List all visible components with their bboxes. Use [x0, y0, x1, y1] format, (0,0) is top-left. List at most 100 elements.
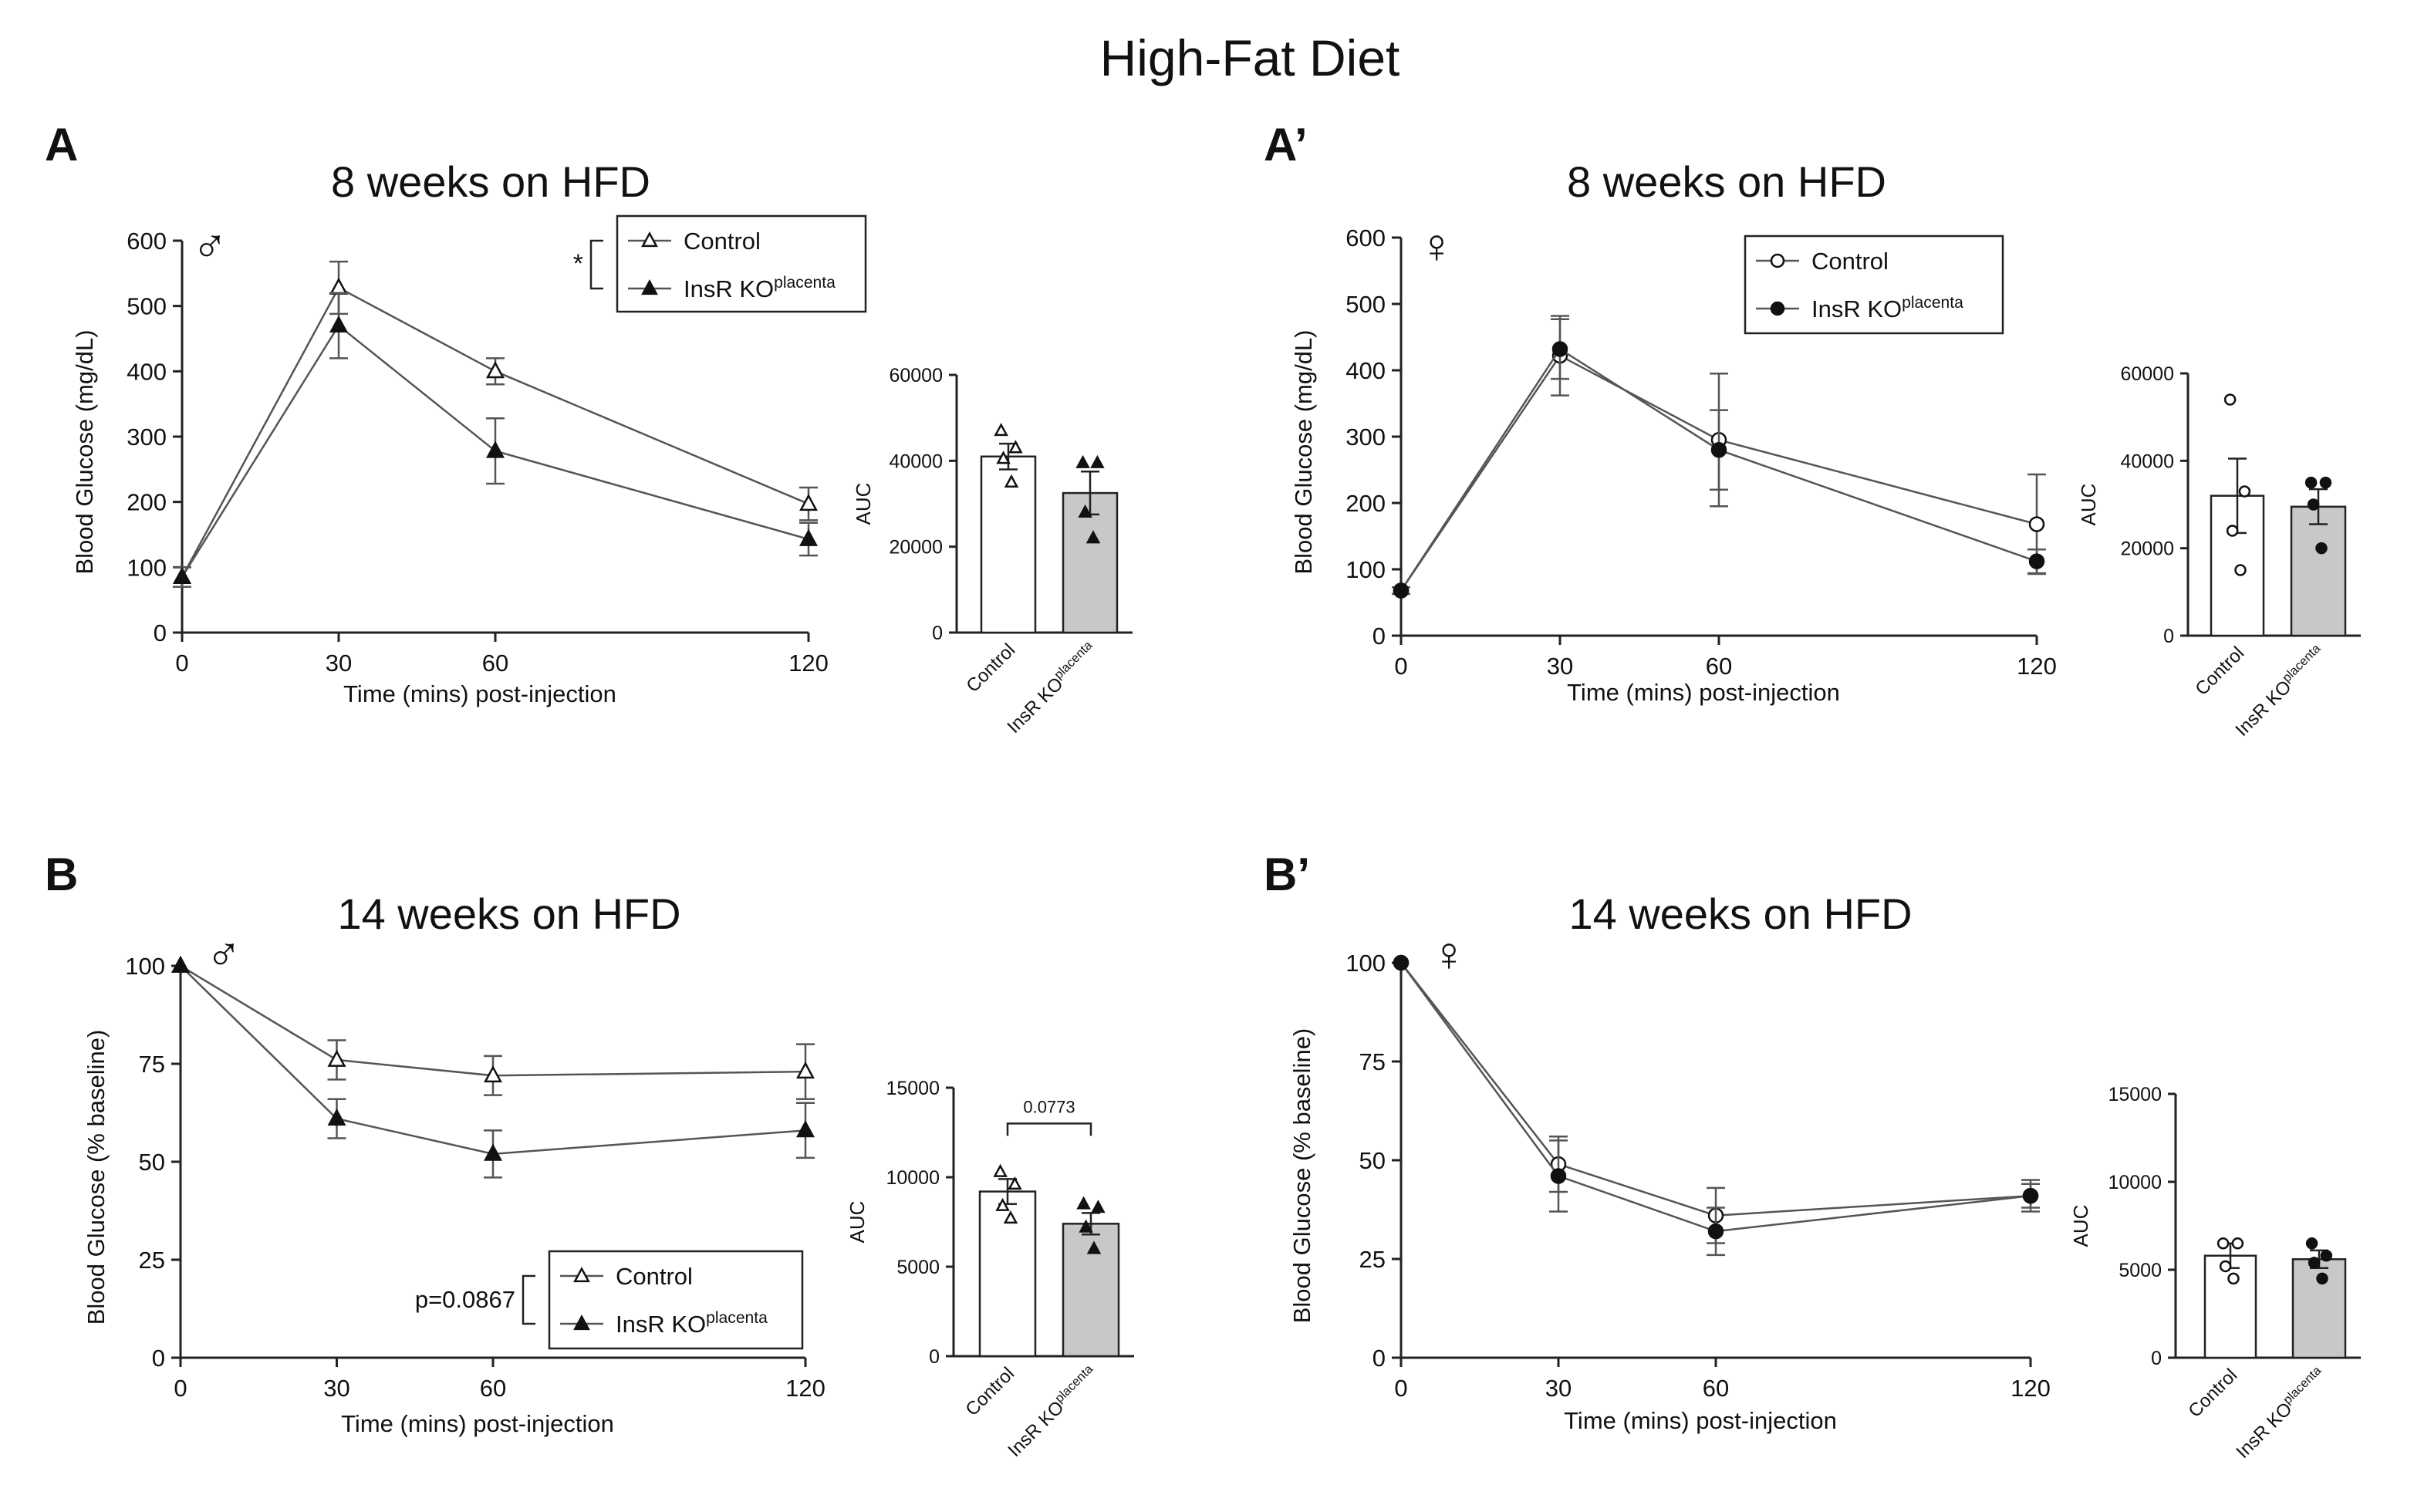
- y-axis-label: Blood Glucose (mg/dL): [71, 329, 98, 574]
- panel-label: A’: [1264, 119, 1308, 170]
- legend-label-sup: placenta: [706, 1309, 768, 1327]
- x-tick-label: 0: [175, 650, 188, 677]
- sex-symbol: ♂: [192, 220, 228, 273]
- series-line: [1400, 962, 2031, 1217]
- y-tick-label: 100: [1345, 556, 1386, 583]
- auc-data-point: [2308, 1257, 2321, 1269]
- legend: Control InsR KOplacenta p=0.0867: [415, 1250, 804, 1350]
- auc-y-tick-label: 0: [2151, 1348, 2162, 1369]
- series-insr-ko: [1393, 954, 2040, 1257]
- panel-label: B’: [1264, 849, 1310, 900]
- auc-bar-insr-ko: [1062, 1223, 1120, 1358]
- x-tick-label: 30: [1547, 653, 1573, 680]
- panel-label: B: [45, 849, 78, 900]
- legend-label-main: Control: [1811, 248, 1889, 275]
- auc-y-tick-label: 0: [2163, 626, 2174, 647]
- data-point: [799, 528, 818, 546]
- y-tick-label: 100: [1345, 950, 1386, 977]
- y-tick-label: 0: [1372, 1345, 1386, 1372]
- auc-data-point: [1079, 1219, 1093, 1233]
- y-tick-label: 500: [127, 293, 167, 320]
- legend-box: [1744, 235, 2004, 335]
- auc-data-point: [2227, 1272, 2240, 1285]
- auc-data-point: [1078, 504, 1092, 518]
- series-line: [1399, 347, 2038, 592]
- legend-label-main: Control: [684, 228, 761, 255]
- auc-data-point: [2305, 1237, 2318, 1250]
- auc-category-label: InsR KOplacenta: [1003, 1362, 1102, 1461]
- y-tick-label: 50: [1359, 1147, 1386, 1174]
- y-tick-label: 400: [1345, 357, 1386, 384]
- auc-data-point: [2238, 485, 2251, 498]
- x-tick-label: 60: [482, 650, 508, 677]
- data-point: [329, 315, 348, 333]
- series-insr-ko: [171, 955, 815, 1179]
- x-axis-label: Time (mins) post-injection: [343, 680, 616, 707]
- data-point: [486, 361, 505, 379]
- panel-title: 14 weeks on HFD: [337, 889, 680, 938]
- legend-marker: [1770, 301, 1785, 316]
- y-tick-label: 0: [1372, 623, 1386, 650]
- y-tick-label: 75: [1359, 1048, 1386, 1075]
- panel-title: 8 weeks on HFD: [1567, 157, 1886, 206]
- x-tick-label: 30: [326, 650, 352, 677]
- auc-category-label-main: Control: [2184, 1365, 2241, 1422]
- sex-symbol: ♂: [206, 928, 242, 981]
- series-line: [180, 964, 806, 1077]
- y-tick-label: 600: [1345, 224, 1386, 251]
- auc-data-point: [993, 1163, 1008, 1177]
- panel-B: B 14 weeks on HFD ♂ 0 25 50 75 100 0 30 60 120 Time …: [45, 849, 1134, 1461]
- auc-y-axis-label: AUC: [2069, 1205, 2092, 1247]
- auc-data-point: [1076, 1196, 1091, 1210]
- auc-data-point: [994, 423, 1008, 437]
- x-axis-label: Time (mins) post-injection: [1564, 1407, 1837, 1434]
- legend-label: Control: [1811, 248, 1889, 275]
- y-tick-label: 500: [1345, 291, 1386, 318]
- data-point: [1393, 954, 1410, 971]
- y-axis-label: Blood Glucose (% baseline): [1288, 1028, 1315, 1324]
- y-tick-label: 75: [139, 1051, 165, 1078]
- significance-bracket: [522, 1274, 535, 1325]
- significance-label: *: [573, 249, 583, 278]
- legend-marker: [573, 1314, 590, 1331]
- auc-category-label-sup: placenta: [1052, 638, 1096, 682]
- panel-B2: B’ 14 weeks on HFD ♀ 0 25 50 75 100 0 30 60 120 Time…: [1264, 849, 2361, 1463]
- auc-data-point: [1004, 474, 1019, 488]
- auc-data-point: [1003, 1210, 1018, 1224]
- auc-y-tick-label: 15000: [2108, 1084, 2162, 1105]
- x-axis-label: Time (mins) post-injection: [1567, 679, 1840, 706]
- auc-y-tick-label: 15000: [886, 1078, 940, 1099]
- x-tick-label: 120: [2017, 653, 2057, 680]
- legend-label-main: Control: [616, 1263, 693, 1290]
- x-tick-label: 0: [1394, 653, 1407, 680]
- y-tick-label: 0: [154, 619, 167, 646]
- auc-data-point: [2307, 498, 2320, 511]
- auc-y-tick-label: 40000: [889, 451, 943, 472]
- series-control: [171, 955, 815, 1100]
- auc-y-tick-label: 60000: [889, 365, 943, 386]
- auc-y-axis-label: AUC: [846, 1201, 869, 1244]
- data-point: [327, 1049, 346, 1067]
- legend-label: Control: [684, 228, 761, 255]
- line-chart: 0 25 50 75 100 0 30 60 120 Time (mins) post-injec…: [83, 953, 825, 1437]
- y-tick-label: 0: [152, 1345, 165, 1372]
- auc-category-label-main: Control: [962, 640, 1019, 697]
- legend-label-main: InsR KO: [684, 275, 774, 302]
- data-point: [329, 277, 348, 295]
- auc-data-point: [2315, 542, 2328, 555]
- auc-comparison-label: 0.0773: [1023, 1097, 1075, 1116]
- data-point: [484, 1065, 502, 1083]
- auc-data-point: [1008, 440, 1023, 454]
- auc-data-point: [2216, 1237, 2230, 1250]
- x-tick-label: 120: [2011, 1375, 2051, 1402]
- auc-data-point: [2219, 1260, 2232, 1273]
- y-tick-label: 200: [1345, 490, 1386, 517]
- auc-bar-control: [2203, 1254, 2257, 1359]
- line-chart: 0 25 50 75 100 0 30 60 120 Time (mins) post-injec…: [1288, 950, 2051, 1434]
- line-chart: 0 100 200 300 400 500 600 0 30 60 120 Time (mins) p…: [71, 214, 867, 707]
- sex-symbol: ♀: [1419, 220, 1455, 273]
- data-point: [796, 1120, 815, 1138]
